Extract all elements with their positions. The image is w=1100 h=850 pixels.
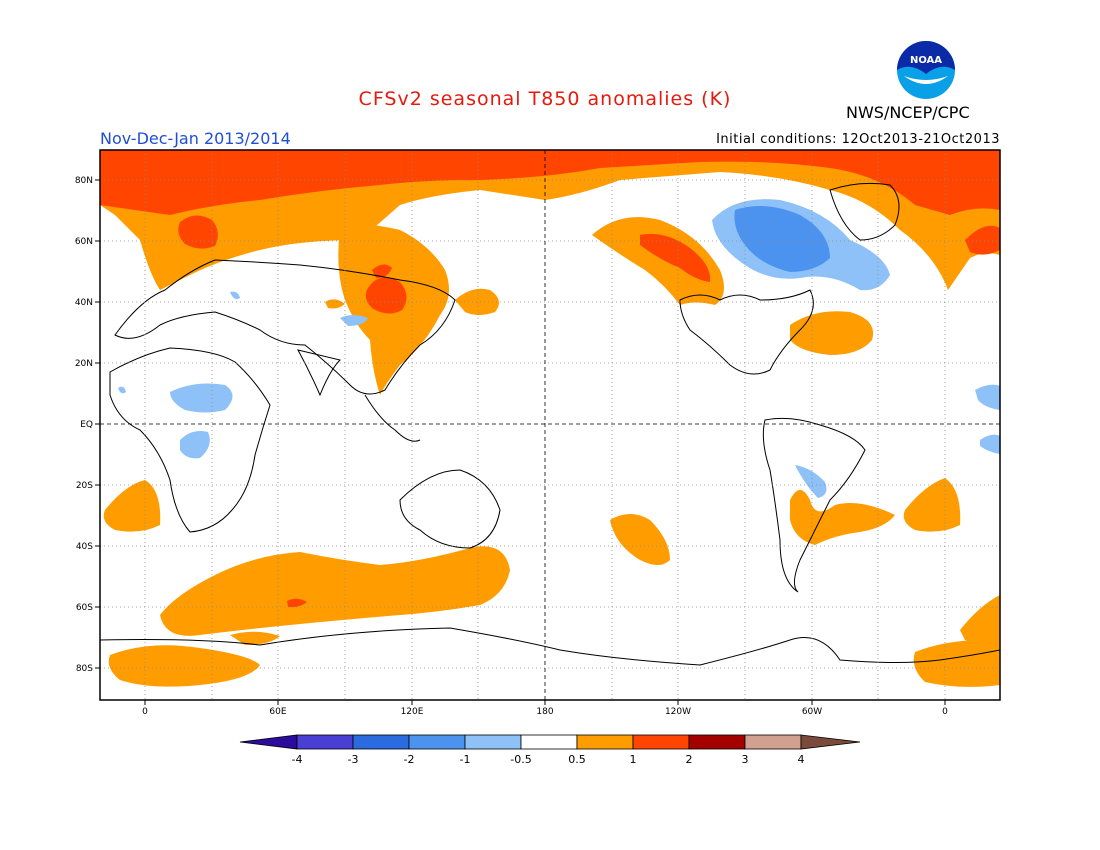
colorbar-under-triangle xyxy=(239,734,298,750)
east-atlantic-cold-anomaly-2 xyxy=(980,434,1000,454)
antarctic-warm-anomaly-central xyxy=(230,631,280,645)
lat-label-40s: 40S xyxy=(76,542,93,552)
longitude-labels: 0 60E 120E 180 120W 60W 0 xyxy=(142,707,948,717)
siberia-strong-anomaly xyxy=(372,264,392,278)
central-africa-cold-anomaly xyxy=(180,431,210,459)
axis-ticks xyxy=(95,179,946,705)
africa-coastline xyxy=(109,347,271,533)
initial-conditions-label: Initial conditions: 12Oct2013-21Oct2013 xyxy=(716,132,1000,147)
western-canada-warm-anomaly xyxy=(592,217,724,305)
sahel-cold-anomaly xyxy=(170,383,233,413)
colorbar-label: 1 xyxy=(630,753,637,766)
lat-label-20n: 20N xyxy=(75,359,93,369)
lon-label-60w: 60W xyxy=(802,707,822,717)
colorbar-bin-2 xyxy=(352,734,410,750)
antarctic-warm-anomaly-east xyxy=(960,595,1000,643)
western-canada-strong-anomaly xyxy=(640,233,711,282)
colorbar-label: -2 xyxy=(404,753,415,766)
colorbar-bin-6 xyxy=(576,734,634,750)
west-africa-cold-anomaly xyxy=(118,386,126,394)
colorbar-label: -0.5 xyxy=(510,753,531,766)
anomaly-fields xyxy=(100,150,1000,700)
greenland-coastline xyxy=(829,182,900,241)
lon-label-0-west: 0 xyxy=(142,707,148,717)
lon-label-60e: 60E xyxy=(269,707,286,717)
north-atlantic-warm-anomaly xyxy=(790,311,874,355)
colorbar-bin-8 xyxy=(688,734,746,750)
southern-ocean-warm-anomaly xyxy=(160,546,510,636)
lat-label-20s: 20S xyxy=(76,481,93,491)
colorbar-over-triangle xyxy=(800,734,861,750)
colorbar-bin-5 xyxy=(520,734,578,750)
colorbar-bin-7 xyxy=(632,734,690,750)
lon-label-120e: 120E xyxy=(401,707,424,717)
colorbar-bin-9 xyxy=(744,734,802,750)
lon-label-0-east: 0 xyxy=(942,707,948,717)
hudson-bay-strong-cold-anomaly xyxy=(734,206,830,272)
south-america-cold-anomaly xyxy=(795,465,827,498)
lat-label-eq: EQ xyxy=(80,420,93,430)
colorbar-label: 4 xyxy=(798,753,805,766)
colorbar-bin-4 xyxy=(464,734,522,750)
latitude-labels: 80N 60N 40N 20N EQ 20S 40S 60S 80S xyxy=(75,176,93,674)
reference-lines xyxy=(100,150,1000,700)
colorbar-label: -3 xyxy=(348,753,359,766)
argentina-warm-anomaly xyxy=(790,490,895,545)
antarctic-warm-anomaly-far-east xyxy=(913,639,1000,687)
coastlines xyxy=(100,182,1000,666)
south-atlantic-warm-anomaly xyxy=(103,480,161,532)
colorbar xyxy=(239,734,861,750)
eurasia-coastline xyxy=(114,259,456,395)
lat-label-80n: 80N xyxy=(75,176,93,186)
colorbar-bin-1 xyxy=(296,734,354,750)
colorbar-label: 0.5 xyxy=(568,753,586,766)
season-label: Nov-Dec-Jan 2013/2014 xyxy=(100,129,291,148)
lat-label-60n: 60N xyxy=(75,237,93,247)
antarctic-warm-anomaly-west xyxy=(108,645,260,687)
tibet-cold-anomaly xyxy=(340,315,368,326)
colorbar-bin-3 xyxy=(408,734,466,750)
se-asia-coastline xyxy=(364,394,421,442)
organization-label: NWS/NCEP/CPC xyxy=(846,103,970,122)
colorbar-label: 2 xyxy=(686,753,693,766)
scandinavia-core-anomaly xyxy=(178,215,218,249)
chart-title: CFSv2 seasonal T850 anomalies (K) xyxy=(358,88,732,110)
black-sea-cold-anomaly xyxy=(230,291,240,300)
north-america-coastline xyxy=(679,289,814,375)
noaa-logo-text: NOAA xyxy=(910,55,942,66)
australia-coastline xyxy=(399,469,501,549)
noaa-logo: NOAA xyxy=(897,41,955,99)
colorbar-label: -1 xyxy=(460,753,471,766)
arctic-strong-anomaly xyxy=(100,150,1000,215)
colorbar-label: 3 xyxy=(742,753,749,766)
east-atlantic-cold-anomaly xyxy=(975,384,1000,410)
map-frame xyxy=(99,149,1001,701)
lat-label-80s: 80S xyxy=(76,664,93,674)
colorbar-labels: -4 -3 -2 -1 -0.5 0.5 1 2 3 4 xyxy=(292,753,805,766)
mongolia-strong-anomaly xyxy=(365,277,407,314)
antarctica-coastline xyxy=(100,627,1000,666)
lon-label-120w: 120W xyxy=(665,707,691,717)
lat-label-40n: 40N xyxy=(75,298,93,308)
lat-label-60s: 60S xyxy=(76,603,93,613)
lon-label-180: 180 xyxy=(536,707,553,717)
south-atlantic-warm-anomaly-east xyxy=(903,478,961,532)
colorbar-label: -4 xyxy=(292,753,303,766)
south-america-coastline xyxy=(762,417,866,593)
india-coastline xyxy=(297,349,341,397)
southern-ocean-strong-anomaly xyxy=(287,598,307,608)
south-pacific-warm-anomaly xyxy=(610,514,670,565)
greenland-core-anomaly xyxy=(965,225,1000,255)
